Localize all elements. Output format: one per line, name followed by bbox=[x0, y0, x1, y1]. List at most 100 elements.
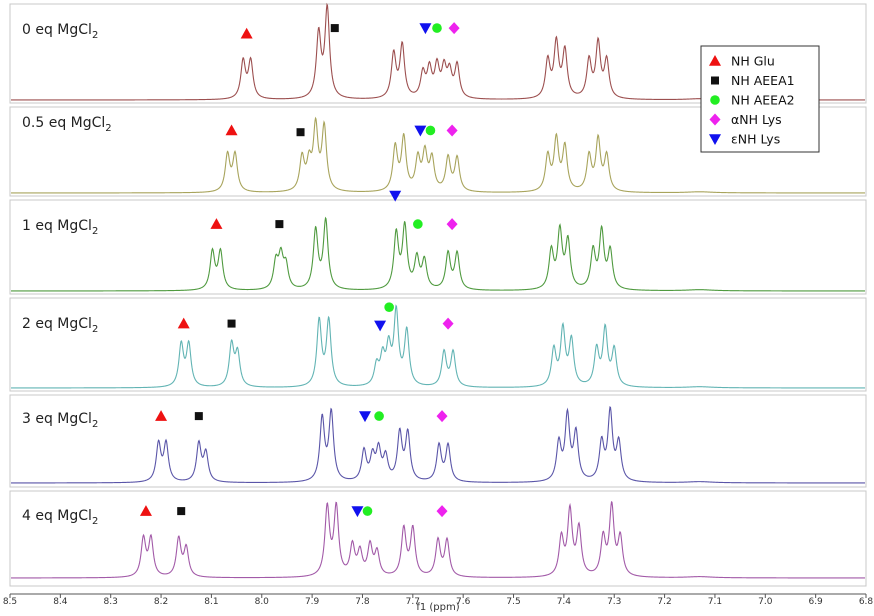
marker-nh-glu bbox=[240, 27, 253, 39]
panel-frame bbox=[9, 297, 867, 392]
spectrum-label: 2 eq MgCl2 bbox=[22, 316, 98, 335]
marker-epsilon-nh-lys bbox=[358, 411, 371, 423]
marker-epsilon-nh-lys bbox=[351, 506, 364, 518]
legend-entry: εNH Lys bbox=[709, 132, 780, 147]
panel-frame bbox=[9, 3, 867, 104]
legend-entry: NH Glu bbox=[709, 54, 775, 69]
x-tick-label: 7.7 bbox=[406, 597, 420, 607]
x-tick-label: 8.0 bbox=[255, 597, 270, 607]
spectrum-label-main: 3 eq MgCl bbox=[22, 411, 92, 427]
x-tick-label: 8.3 bbox=[104, 597, 118, 607]
legend-marker bbox=[709, 134, 721, 145]
marker-nh-aeea2 bbox=[362, 506, 373, 516]
legend-label: NH Glu bbox=[731, 54, 775, 69]
legend-label: NH AEEA2 bbox=[731, 93, 795, 108]
x-tick-label: 7.2 bbox=[657, 597, 671, 607]
marker-epsilon-nh-lys bbox=[414, 125, 427, 137]
spectrum-trace bbox=[11, 116, 865, 194]
panel-frame bbox=[9, 199, 867, 295]
x-axis-label: f1 (ppm) bbox=[416, 602, 459, 612]
legend-marker bbox=[709, 55, 721, 66]
legend-marker bbox=[711, 76, 719, 85]
marker-nh-glu bbox=[225, 124, 238, 136]
spectrum-label: 3 eq MgCl2 bbox=[22, 411, 98, 430]
x-tick-label: 7.4 bbox=[557, 597, 572, 607]
spectrum-label-main: 4 eq MgCl bbox=[22, 508, 92, 524]
marker-nh-aeea2 bbox=[384, 302, 394, 313]
x-tick-label: 7.8 bbox=[355, 597, 370, 607]
marker-nh-aeea2 bbox=[432, 23, 442, 33]
marker-nh-glu bbox=[155, 410, 168, 421]
spectrum-label-main: 1 eq MgCl bbox=[22, 218, 92, 234]
spectrum-label-subscript: 2 bbox=[92, 30, 98, 41]
x-tick-label: 8.2 bbox=[154, 597, 168, 607]
marker-nh-glu bbox=[177, 317, 190, 329]
marker-nh-aeea2 bbox=[425, 125, 436, 136]
spectrum-trace bbox=[11, 304, 865, 389]
marker-alpha-nh-lys bbox=[436, 505, 448, 518]
legend: NH Glu NH AEEA1 NH AEEA2 αNH Lys εNH Lys bbox=[700, 45, 820, 153]
spectrum-panel: 4 eq MgCl2 bbox=[9, 490, 867, 587]
panel-frame bbox=[9, 106, 867, 197]
spectrum-label-subscript: 2 bbox=[92, 419, 98, 430]
x-tick-label: 6.8 bbox=[859, 597, 874, 607]
marker-epsilon-nh-lys bbox=[374, 320, 387, 332]
spectrum-label-main: 2 eq MgCl bbox=[22, 316, 92, 332]
legend-marker bbox=[710, 95, 720, 105]
legend-entry: NH AEEA1 bbox=[711, 73, 795, 88]
spectrum-label: 0.5 eq MgCl2 bbox=[22, 115, 112, 134]
spectrum-label: 4 eq MgCl2 bbox=[22, 508, 98, 527]
marker-nh-aeea1 bbox=[177, 507, 186, 516]
marker-nh-aeea1 bbox=[194, 412, 203, 421]
spectrum-trace bbox=[11, 405, 865, 484]
spectrum-panel: 1 eq MgCl2 bbox=[9, 190, 867, 295]
legend-entry: NH AEEA2 bbox=[710, 93, 795, 108]
x-tick-label: 8.5 bbox=[3, 597, 17, 607]
x-tick-label: 8.4 bbox=[53, 597, 68, 607]
spectrum-label-main: 0 eq MgCl bbox=[22, 22, 92, 38]
panel-frame bbox=[9, 394, 867, 488]
x-tick-label: 7.5 bbox=[506, 597, 520, 607]
marker-nh-aeea2 bbox=[413, 219, 423, 229]
x-tick-label: 7.0 bbox=[758, 597, 773, 607]
x-tick-label: 7.3 bbox=[607, 597, 621, 607]
marker-alpha-nh-lys bbox=[436, 410, 448, 423]
marker-nh-glu bbox=[139, 505, 152, 516]
marker-alpha-nh-lys bbox=[442, 317, 454, 330]
legend-label: εNH Lys bbox=[731, 132, 780, 147]
spectrum-label-subscript: 2 bbox=[92, 324, 98, 335]
spectrum-label: 0 eq MgCl2 bbox=[22, 22, 98, 41]
marker-nh-glu bbox=[210, 218, 223, 229]
x-axis: f1 (ppm) 8.5 8.4 8.3 8.2 8.1 8.0 7.9 7.8 7.7 7.6 7… bbox=[3, 593, 874, 613]
spectrum-trace bbox=[11, 501, 865, 579]
legend-label: αNH Lys bbox=[731, 112, 782, 127]
panel-frame bbox=[9, 490, 867, 587]
spectrum-panel: 2 eq MgCl2 bbox=[9, 297, 867, 392]
legend-label: NH AEEA1 bbox=[731, 73, 795, 88]
marker-alpha-nh-lys bbox=[446, 124, 458, 137]
x-tick-label: 6.9 bbox=[808, 597, 823, 607]
x-tick-label: 7.9 bbox=[305, 597, 320, 607]
spectrum-panel: 3 eq MgCl2 bbox=[9, 394, 867, 488]
x-tick-label: 7.6 bbox=[456, 597, 471, 607]
spectrum-label-subscript: 2 bbox=[92, 226, 98, 237]
legend-marker bbox=[709, 113, 721, 126]
marker-epsilon-nh-lys bbox=[419, 23, 432, 35]
marker-epsilon-nh-lys bbox=[389, 190, 402, 202]
spectrum-trace bbox=[11, 216, 865, 292]
legend-entry: αNH Lys bbox=[709, 112, 782, 127]
marker-alpha-nh-lys bbox=[446, 218, 458, 231]
marker-nh-aeea1 bbox=[227, 319, 236, 328]
spectrum-label-subscript: 2 bbox=[105, 123, 111, 134]
spectrum-label: 1 eq MgCl2 bbox=[22, 218, 98, 237]
x-tick-label: 8.1 bbox=[204, 597, 218, 607]
marker-nh-aeea2 bbox=[374, 411, 384, 421]
marker-nh-aeea1 bbox=[296, 128, 305, 137]
x-tick-label: 7.1 bbox=[708, 597, 722, 607]
marker-nh-aeea1 bbox=[275, 220, 284, 229]
spectrum-label-subscript: 2 bbox=[92, 516, 98, 527]
spectrum-label-main: 0.5 eq MgCl bbox=[22, 115, 105, 131]
marker-nh-aeea1 bbox=[330, 24, 339, 33]
